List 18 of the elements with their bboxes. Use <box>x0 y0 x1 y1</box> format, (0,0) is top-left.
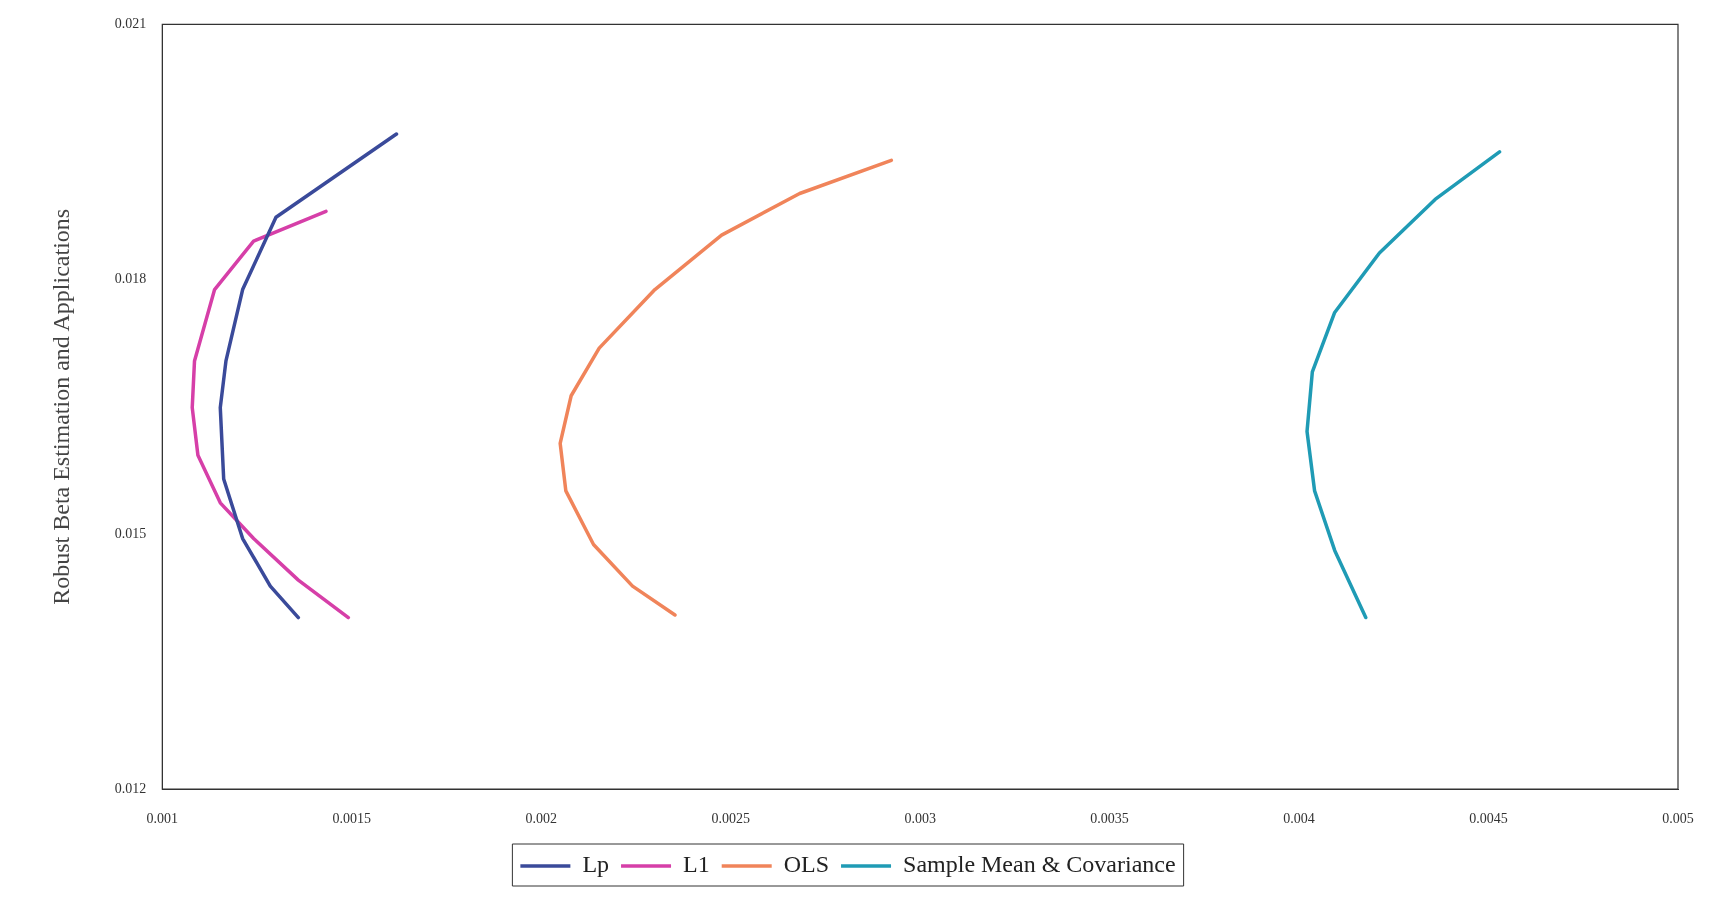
legend-label: Lp <box>582 851 610 878</box>
y-tick-label: 0.015 <box>114 525 147 541</box>
x-tick-label: 0.005 <box>1662 811 1694 827</box>
x-tick-label: 0.004 <box>1283 811 1315 827</box>
x-tick-label: 0.0025 <box>711 811 750 827</box>
y-tick-label: 0.018 <box>114 271 147 287</box>
x-tick-label: 0.002 <box>525 811 557 827</box>
x-tick-label: 0.003 <box>904 811 936 827</box>
x-tick-label: 0.0035 <box>1090 811 1129 827</box>
legend-label: OLS <box>783 851 830 878</box>
x-tick-label: 0.0045 <box>1469 811 1508 827</box>
y-axis-title: Robust Beta Estimation and Applications <box>47 208 74 605</box>
x-tick-label: 0.001 <box>146 811 179 827</box>
x-tick-label: 0.0015 <box>332 811 372 827</box>
y-tick-label: 0.021 <box>114 16 147 32</box>
legend-label: Sample Mean & Covariance <box>903 851 1176 878</box>
legend-label: L1 <box>683 851 710 878</box>
y-tick-label: 0.012 <box>114 780 147 796</box>
